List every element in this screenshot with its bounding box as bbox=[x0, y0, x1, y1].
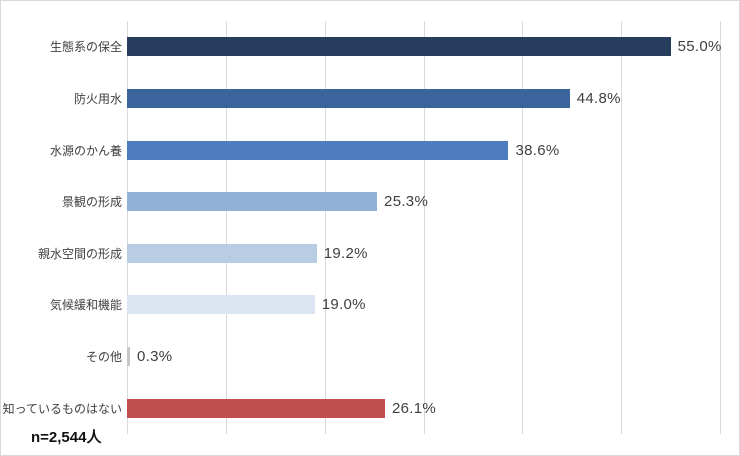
bar-value-label: 55.0% bbox=[677, 38, 722, 56]
bar-row: 55.0% bbox=[127, 21, 722, 73]
category-row: 親水空間の形成 bbox=[1, 228, 122, 280]
bar-value-label: 19.2% bbox=[323, 244, 368, 262]
bar bbox=[127, 295, 315, 315]
category-label: 生態系の保全 bbox=[49, 40, 122, 55]
gridline bbox=[621, 21, 623, 434]
gridline bbox=[324, 21, 326, 434]
category-row: 水源のかん養 bbox=[1, 124, 122, 176]
category-label: 気候緩和機能 bbox=[49, 298, 122, 313]
bar-value-label: 44.8% bbox=[576, 89, 621, 107]
category-label: 親水空間の形成 bbox=[37, 246, 122, 261]
bar-row: 44.8% bbox=[127, 73, 720, 125]
bar bbox=[127, 140, 509, 160]
category-row: 気候緩和機能 bbox=[1, 279, 122, 331]
gridline bbox=[522, 21, 524, 434]
bar bbox=[127, 347, 130, 367]
bar-rows: 55.0% 44.8% 38.6% 25.3% 19.2% 19.0% 0.3% 26.1% bbox=[127, 21, 722, 434]
category-label: 防火用水 bbox=[73, 91, 122, 106]
bar-row: 25.3% bbox=[127, 176, 720, 228]
category-row: 生態系の保全 bbox=[1, 21, 122, 73]
bar-value-label: 0.3% bbox=[136, 348, 173, 366]
gridline bbox=[720, 21, 721, 434]
bar-value-label: 25.3% bbox=[384, 193, 429, 211]
bar bbox=[127, 88, 570, 108]
gridline bbox=[423, 21, 425, 434]
bar-row: 38.6% bbox=[127, 124, 720, 176]
category-label: 知っているものはない bbox=[2, 401, 122, 416]
category-label: その他 bbox=[85, 350, 122, 365]
category-label: 水源のかん養 bbox=[49, 143, 122, 158]
sample-size-label: n=2,544人 bbox=[31, 429, 102, 446]
bar bbox=[127, 192, 378, 212]
bar-value-label: 19.0% bbox=[321, 296, 366, 314]
category-axis: 生態系の保全防火用水水源のかん養景観の形成親水空間の形成気候緩和機能その他知って… bbox=[1, 21, 122, 434]
bar-row: 26.1% bbox=[127, 382, 720, 434]
category-label: 景観の形成 bbox=[61, 195, 122, 210]
bar-value-label: 38.6% bbox=[515, 141, 560, 159]
gridline bbox=[127, 21, 128, 434]
category-row: 景観の形成 bbox=[1, 176, 122, 228]
category-row: 知っているものはない bbox=[1, 382, 122, 434]
category-row: 防火用水 bbox=[1, 73, 122, 125]
bar-row: 19.2% bbox=[127, 228, 720, 280]
bar-value-label: 26.1% bbox=[391, 399, 436, 417]
bar bbox=[127, 398, 385, 418]
bar bbox=[127, 37, 671, 57]
category-row: その他 bbox=[1, 331, 122, 383]
bar-row: 0.3% bbox=[127, 331, 720, 383]
plot-area: 55.0% 44.8% 38.6% 25.3% 19.2% 19.0% 0.3% 26.1% bbox=[127, 21, 722, 434]
bar-row: 19.0% bbox=[127, 279, 720, 331]
bar bbox=[127, 243, 317, 263]
gridline bbox=[225, 21, 227, 434]
